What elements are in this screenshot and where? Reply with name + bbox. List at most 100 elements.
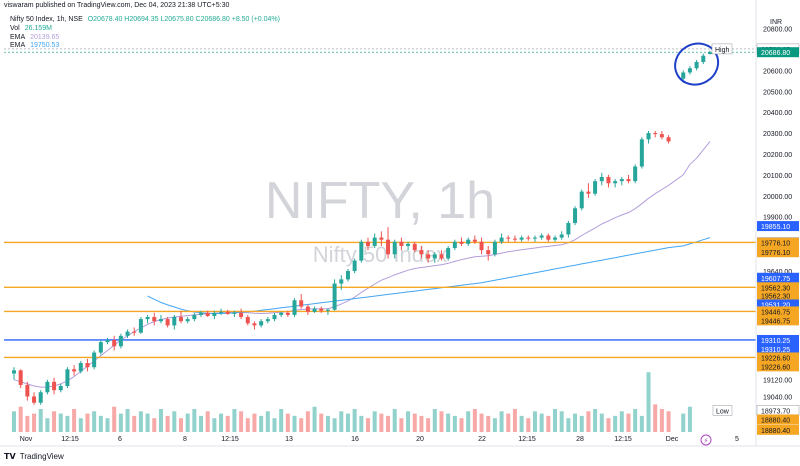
volume-bar [72,409,77,432]
volume-bar [492,418,497,432]
x-tick-label: 20 [416,436,424,443]
x-tick-label: 8 [183,436,187,443]
volume-bar [178,418,183,432]
price-label-bg [757,306,799,317]
volume-bar [559,411,564,432]
candle-body [432,254,437,259]
candle-body [633,166,638,182]
volume-bar [659,409,664,432]
low-badge-text: Low [716,408,730,415]
volume-bar [332,418,337,432]
candle-body [701,55,706,62]
volume-bar [158,409,163,432]
volume-bar [279,409,284,432]
price-label-text: 19776.10 [761,241,790,248]
volume-bar [399,418,404,432]
x-tick-label: Dec [666,436,679,443]
candle-body [532,237,537,239]
candle-body [426,254,431,259]
candle-body [312,308,317,312]
candle-body [486,250,491,255]
legend-ema2-label[interactable]: EMA [10,42,26,50]
candle-body [38,392,43,403]
candle-body [199,312,204,315]
x-tick-label: 12:15 [614,436,632,443]
price-label-text: 19607.75 [761,276,790,283]
candle-body [681,72,686,79]
high-badge [711,43,733,55]
y-tick-label: 19900.00 [763,215,792,222]
candle-body [292,300,297,315]
y-tick-label: 20800.00 [763,27,792,34]
horizontal-levels[interactable] [4,48,756,359]
volume-bar [633,409,638,432]
volume-bar [687,406,692,432]
candle-body [105,340,110,343]
legend-ema1-label[interactable]: EMA [10,33,26,41]
price-label-bg [757,237,799,248]
time-axis[interactable]: Nov 12:15 6 8 12:15 13 16 20 22 12:15 28 12:15 Dec 5 ⚡ [0,434,800,447]
volume-bar [212,418,217,432]
legend-vol-label[interactable]: Vol [10,24,20,32]
volume-bar [412,413,417,432]
volume-bar [573,413,578,432]
candle-body [446,248,451,259]
price-label: 19446.75 [757,315,799,326]
price-label-bg [757,414,799,425]
volume-bar [92,411,97,432]
legend-vol-row: Vol 26.159M [10,25,280,34]
volume-bars [12,372,692,432]
volume-bar [452,415,457,432]
volume-bar [352,409,357,432]
volume-bar [199,415,204,432]
candle-body [32,396,37,403]
candle-body [192,314,197,320]
volume-bar [52,411,57,432]
candle-body [45,381,50,393]
volume-bar [653,404,658,432]
y-tick-label: 20500.00 [763,89,792,96]
legend-ema1-value: 20139.65 [30,33,60,41]
candle-body [366,241,370,246]
x-tick-label: Nov [20,436,33,443]
volume-bar [386,415,391,432]
volume-bar [666,411,671,432]
candle-body [305,306,310,312]
y-tick-label: 19040.00 [763,394,792,401]
candle-body [112,340,117,347]
price-label: 19226.60 [757,361,799,372]
candle-body [639,139,644,167]
candle-body [512,238,517,240]
legend-ohlc: O20678.40 H20694.35 L20675.80 C20686.80 … [87,16,280,23]
tradingview-footer[interactable]: 𝗧𝗩 TradingView [4,452,64,461]
volume-bar [613,415,618,432]
watermark-title: NIFTY, 1h [265,172,495,230]
candle-body [472,239,477,242]
candle-body [653,133,658,135]
candle-body [332,283,337,310]
legend-symbol[interactable]: Nifty 50 Index, 1h, NSE [10,16,83,23]
volume-bar [259,415,264,432]
candle-body [252,323,257,326]
candle-body [492,241,497,255]
candle-body [25,384,30,397]
candle-body [212,312,217,316]
price-label: 19776.10 [757,237,799,248]
candle-body [165,319,170,326]
volume-bar [466,411,471,432]
volume-bar [499,411,504,432]
candle-body [479,241,484,251]
volume-bar [539,413,544,432]
volume-bar [599,413,604,432]
volume-bar [459,418,464,432]
price-label-text: 19562.30 [761,285,790,292]
x-tick-label: 13 [285,436,293,443]
watermark-subtitle: Nifty 50 Index [313,242,448,267]
candle-body [232,312,237,314]
price-label-bg [757,272,799,283]
y-tick-label: 20000.00 [763,194,792,201]
volume-bar [319,413,324,432]
candle-body [259,321,264,326]
